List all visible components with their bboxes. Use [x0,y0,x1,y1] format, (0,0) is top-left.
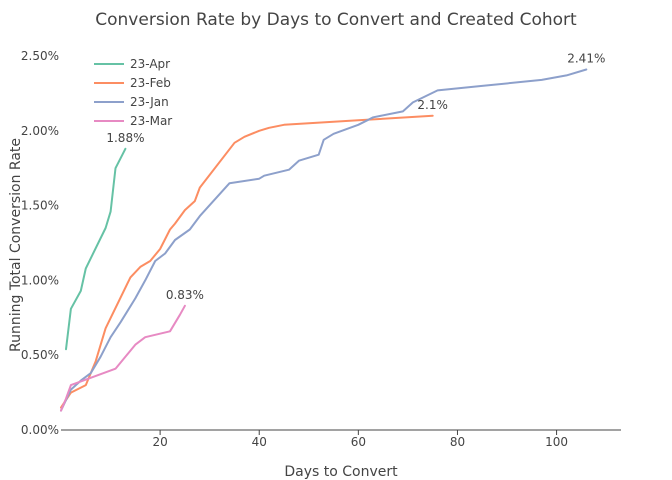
series-end-label: 2.41% [567,51,605,65]
x-tick-label: 100 [545,435,568,449]
x-tick-label: 80 [450,435,465,449]
legend-label: 23-Apr [130,57,170,71]
end-labels: 1.88% 2.1% 2.41% 0.83% [106,51,605,301]
series-end-label: 2.1% [417,98,448,112]
legend[interactable]: 23-Apr 23-Feb 23-Jan 23-Mar [94,57,172,128]
legend-item-23-Jan[interactable]: 23-Jan [94,95,169,109]
series-end-label: 1.88% [106,131,144,145]
series-layer [60,68,588,412]
y-axis: 0.00% 0.50% 1.00% 1.50% 2.00% 2.50% [21,49,59,437]
y-axis-title: Running Total Conversion Rate [8,138,24,352]
legend-item-23-Feb[interactable]: 23-Feb [94,76,171,90]
series-line-23-Feb[interactable] [60,114,434,409]
series-end-label: 0.83% [166,288,204,302]
legend-label: 23-Feb [130,76,171,90]
x-tick-label: 20 [152,435,167,449]
x-tick-label: 40 [252,435,267,449]
chart-title: Conversion Rate by Days to Convert and C… [95,10,577,30]
y-tick-label: 1.50% [21,199,59,213]
legend-item-23-Apr[interactable]: 23-Apr [94,57,170,71]
y-tick-label: 2.50% [21,49,59,63]
x-axis-title: Days to Convert [284,464,398,480]
series-line-23-Jan[interactable] [60,68,588,412]
legend-label: 23-Jan [130,95,169,109]
series-line-23-Mar[interactable] [60,304,186,412]
y-tick-label: 0.00% [21,423,59,437]
y-tick-label: 1.00% [21,273,59,287]
series-line-23-Apr[interactable] [65,147,127,351]
y-tick-label: 2.00% [21,124,59,138]
x-tick-label: 60 [351,435,366,449]
y-tick-label: 0.50% [21,348,59,362]
legend-label: 23-Mar [130,114,172,128]
legend-item-23-Mar[interactable]: 23-Mar [94,114,172,128]
x-axis: 20 40 60 80 100 [61,429,621,449]
